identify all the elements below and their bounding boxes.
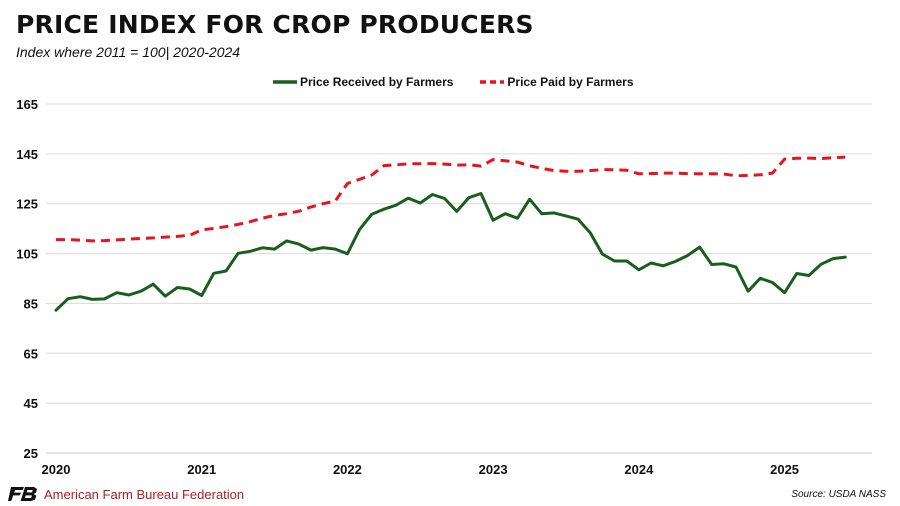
y-tick-label: 125 [16, 197, 38, 212]
y-tick-label: 65 [24, 346, 38, 361]
gridlines [46, 103, 872, 454]
y-axis-ticks: 25 45 65 85 105 125 145 165 [16, 97, 38, 461]
y-tick-label: 25 [24, 446, 38, 461]
legend-label-paid: Price Paid by Farmers [507, 75, 634, 89]
y-tick-label: 105 [16, 247, 38, 262]
fb-logo-icon [8, 487, 37, 501]
series-line-price-received [54, 192, 847, 312]
series-line-price-paid [56, 155, 846, 243]
y-tick-label: 145 [16, 147, 38, 162]
afbf-logo: American Farm Bureau Federation [8, 486, 244, 502]
y-tick-label: 165 [16, 97, 38, 112]
legend-swatch-solid-line-icon [273, 80, 297, 84]
chart-subtitle: Index where 2011 = 100| 2020-2024 [16, 44, 241, 60]
y-tick-label: 85 [24, 296, 38, 311]
legend-swatch-dashed-line-icon [480, 80, 505, 84]
x-tick-label: 2020 [42, 462, 71, 477]
source-note: Source: USDA NASS [791, 489, 886, 500]
series-lines [54, 155, 847, 312]
chart-title: PRICE INDEX FOR CROP PRODUCERS [16, 10, 534, 39]
x-tick-label: 2025 [770, 462, 799, 477]
x-axis-ticks: 2020 2021 2022 2023 2024 2025 [42, 462, 799, 477]
legend-label-received: Price Received by Farmers [300, 75, 454, 89]
legend-item-received: Price Received by Farmers [272, 75, 453, 89]
legend-item-paid: Price Paid by Farmers [479, 75, 634, 89]
x-tick-label: 2021 [187, 462, 216, 477]
organization-name: American Farm Bureau Federation [44, 486, 245, 502]
y-tick-label: 45 [24, 396, 38, 411]
x-tick-label: 2023 [479, 462, 508, 477]
x-tick-label: 2022 [333, 462, 362, 477]
chart-legend: Price Received by Farmers Price Paid by … [272, 73, 634, 91]
x-tick-label: 2024 [624, 462, 654, 477]
